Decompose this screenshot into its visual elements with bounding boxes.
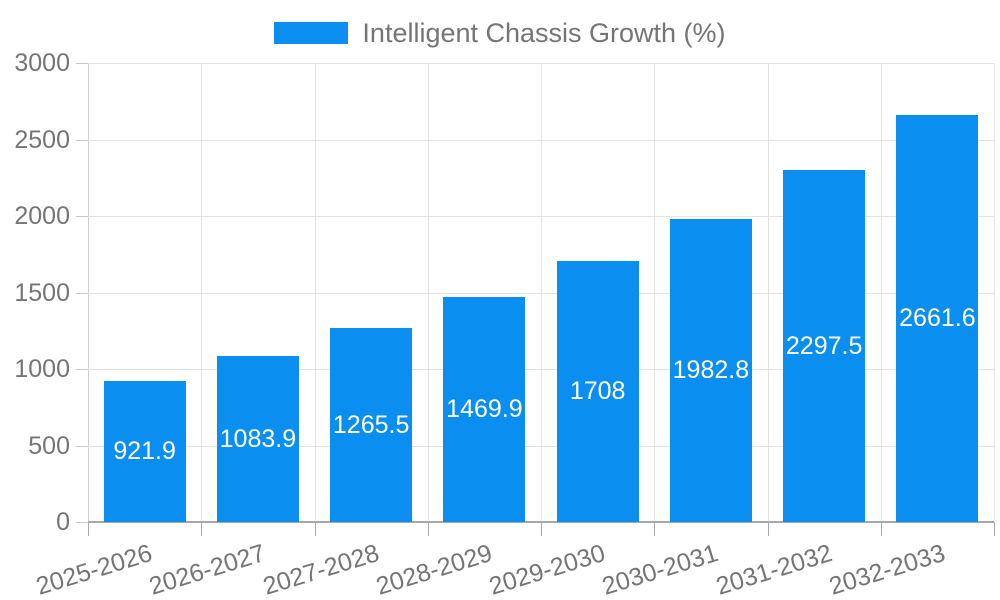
vertical-gridline: [880, 63, 882, 522]
y-axis-tick: [76, 216, 88, 217]
bar[interactable]: 1469.9: [443, 297, 526, 522]
vertical-gridline: [654, 63, 656, 522]
y-axis-tick-label: 2500: [14, 126, 70, 154]
y-axis-tick-label: 1000: [14, 355, 70, 383]
legend-label: Intelligent Chassis Growth (%): [362, 17, 726, 48]
vertical-gridline: [201, 63, 203, 522]
horizontal-gridline: [88, 216, 994, 217]
y-axis-tick-label: 500: [28, 432, 70, 460]
x-axis-tick: [314, 522, 316, 536]
x-axis-tick-label: 2030-2031: [599, 539, 722, 600]
bar-value-label: 921.9: [113, 436, 176, 465]
x-axis-tick: [88, 522, 89, 536]
bar-value-label: 2661.6: [899, 303, 976, 332]
x-axis-tick-label: 2031-2032: [712, 539, 836, 600]
y-axis-tick-label: 1500: [14, 279, 70, 307]
horizontal-gridline: [88, 140, 994, 141]
x-axis-tick-label: 2025-2026: [32, 539, 156, 600]
vertical-gridline: [314, 63, 316, 522]
x-axis-tick: [541, 522, 542, 536]
x-axis-tick: [654, 522, 656, 536]
vertical-gridline: [767, 63, 769, 522]
y-axis-tick: [76, 140, 88, 141]
x-axis-tick-label: 2032-2033: [825, 539, 949, 600]
horizontal-gridline: [88, 293, 994, 294]
x-axis-line: [88, 521, 994, 523]
y-axis-tick: [76, 369, 88, 370]
x-axis-tick: [427, 522, 429, 536]
bar-value-label: 1265.5: [332, 410, 410, 439]
x-axis-tick-label: 2028-2029: [372, 539, 496, 600]
y-axis-tick: [76, 522, 88, 523]
x-axis-tick-label: 2026-2027: [146, 539, 269, 600]
bar[interactable]: 2297.5: [783, 170, 866, 522]
bar[interactable]: 921.9: [103, 380, 186, 522]
y-axis-tick: [76, 293, 88, 294]
vertical-gridline: [541, 63, 542, 522]
bar-value-label: 1708: [569, 376, 626, 405]
bar-value-label: 1469.9: [446, 395, 523, 424]
legend-item[interactable]: Intelligent Chassis Growth (%): [0, 18, 1000, 48]
y-axis-tick-label: 3000: [14, 49, 70, 77]
y-axis-tick-label: 0: [56, 508, 70, 536]
bar[interactable]: 1265.5: [330, 328, 413, 522]
bar-value-label: 2297.5: [785, 331, 863, 360]
legend-swatch: [274, 22, 349, 44]
horizontal-gridline: [88, 446, 994, 447]
x-axis-tick: [201, 522, 203, 536]
vertical-gridline: [994, 63, 995, 522]
x-axis-tick-label: 2027-2028: [259, 539, 383, 600]
vertical-gridline: [427, 63, 429, 522]
x-axis-tick-label: 2029-2030: [485, 539, 609, 600]
y-axis-tick-label: 2000: [14, 202, 70, 230]
horizontal-gridline: [88, 369, 994, 370]
bar[interactable]: 1982.8: [669, 218, 752, 522]
y-axis-line: [88, 63, 89, 522]
horizontal-gridline: [88, 63, 994, 64]
x-axis-tick: [880, 522, 882, 536]
bar[interactable]: 1083.9: [216, 356, 299, 522]
y-axis-tick: [76, 446, 88, 447]
y-axis-tick: [76, 63, 88, 64]
bar[interactable]: 1708: [556, 260, 639, 522]
bar[interactable]: 2661.6: [896, 114, 979, 522]
x-axis-tick: [767, 522, 769, 536]
bar-value-label: 1083.9: [219, 424, 297, 453]
x-axis-tick: [994, 522, 995, 536]
bar-value-label: 1982.8: [672, 355, 750, 384]
